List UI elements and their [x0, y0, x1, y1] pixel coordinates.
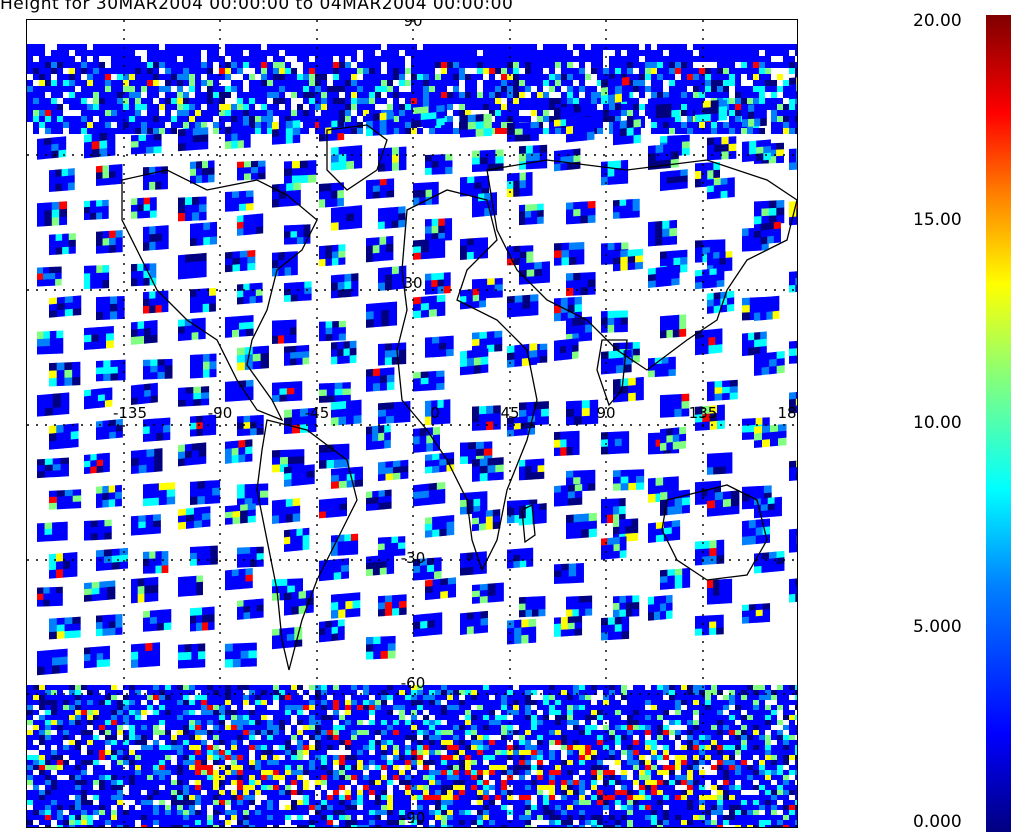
lon-label: 135 — [689, 404, 718, 422]
graticule-labels: 90 30 -30 -60 -90 -135 -90 -45 0 45 90 135 18 — [113, 20, 797, 827]
lat-label-neg90: -90 — [401, 809, 426, 827]
lon-label: -90 — [208, 404, 233, 422]
coastline — [121, 169, 318, 422]
satellite-swaths — [27, 44, 797, 827]
colorbar-tick-0: 0.000 — [913, 812, 962, 832]
colorbar-tick-20: 20.00 — [913, 11, 962, 31]
map-canvas: 90 30 -30 -60 -90 -135 -90 -45 0 45 90 135 18 — [27, 20, 797, 827]
coastlines — [121, 124, 797, 671]
coastline — [256, 419, 358, 671]
lon-label: 90 — [596, 404, 615, 422]
colorbar — [986, 15, 1011, 832]
lat-label-neg30: -30 — [401, 549, 426, 567]
coastline — [661, 484, 768, 581]
coastline — [326, 124, 388, 191]
colorbar-tick-5: 5.000 — [913, 617, 962, 637]
lon-label: 0 — [430, 404, 440, 422]
coastline — [396, 189, 538, 572]
lat-label-90: 90 — [403, 20, 422, 30]
map-title: Height for 30MAR2004 00:00:00 to 04MAR20… — [0, 0, 514, 14]
world-map: 90 30 -30 -60 -90 -135 -90 -45 0 45 90 135 18 — [26, 19, 798, 828]
lat-label-neg60: -60 — [401, 674, 426, 692]
lon-label: -45 — [305, 404, 330, 422]
lon-label: -135 — [113, 404, 147, 422]
lat-label-30: 30 — [403, 274, 422, 292]
lon-label: 18 — [777, 404, 796, 422]
coastline — [596, 339, 628, 407]
colorbar-tick-10: 10.00 — [913, 413, 962, 433]
lon-label: 45 — [500, 404, 519, 422]
coastline — [486, 159, 797, 371]
coastline — [521, 503, 536, 544]
colorbar-tick-15: 15.00 — [913, 210, 962, 230]
